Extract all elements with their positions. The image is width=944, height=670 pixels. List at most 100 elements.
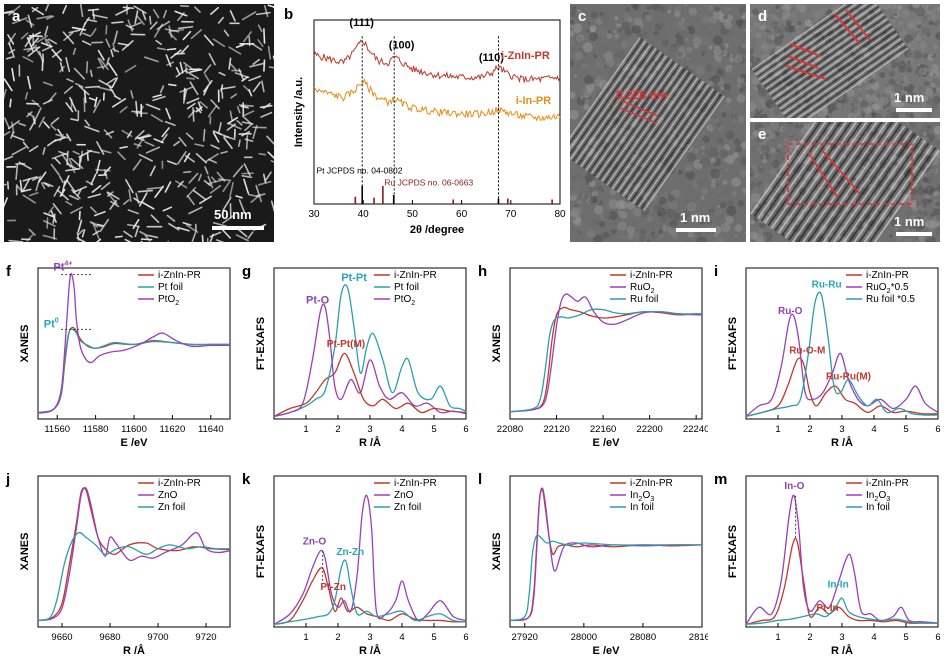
noise-dot (704, 177, 709, 182)
noise-dot (932, 96, 940, 104)
panel-a-micrograph: a 50 nm (4, 4, 274, 242)
nanorod (213, 133, 218, 142)
noise-dot (678, 170, 683, 175)
nanorod (116, 236, 122, 237)
nanorod (169, 84, 176, 85)
x-tick-label: 40 (358, 209, 370, 220)
annotation: In-O (784, 481, 804, 492)
noise-dot (888, 84, 894, 90)
noise-dot (584, 75, 594, 85)
panel-e-hrtem: e 1 nm (750, 122, 940, 242)
scale-label-d: 1 nm (894, 90, 924, 105)
noise-dot (922, 132, 927, 137)
noise-dot (895, 112, 898, 115)
nanorod (258, 40, 263, 46)
noise-dot (651, 209, 653, 211)
nanorod (79, 212, 80, 220)
noise-dot (722, 91, 725, 94)
noise-dot (770, 21, 778, 29)
annotation: Ru-O-M (789, 345, 825, 356)
noise-dot (766, 137, 769, 140)
legend-label: i-ZnIn-PR (394, 478, 437, 489)
nanorod (115, 96, 120, 99)
legend-label: i-ZnIn-PR (158, 270, 201, 281)
noise-dot (907, 68, 912, 73)
legend-label: Ru foil *0.5 (866, 294, 915, 305)
noise-dot (778, 151, 786, 159)
nanorod (131, 91, 133, 98)
noise-dot (616, 50, 626, 60)
nanorod (128, 225, 139, 227)
annotation: Ru-Ru(M) (826, 372, 871, 383)
nanorod (4, 90, 6, 100)
xanes-in-chart: 27920280002808028160E /eVXANESi-ZnIn-PRI… (472, 460, 708, 665)
nanorod (167, 216, 174, 222)
noise-dot (689, 7, 697, 15)
nanorod (253, 60, 259, 64)
noise-dot (594, 205, 603, 214)
noise-dot (871, 112, 876, 117)
noise-dot (901, 9, 910, 18)
noise-dot (600, 13, 610, 23)
noise-dot (681, 18, 685, 22)
noise-dot (798, 21, 802, 25)
nanorod (136, 193, 139, 203)
noise-dot (935, 140, 940, 146)
noise-dot (642, 237, 644, 239)
noise-dot (611, 36, 619, 44)
noise-dot (632, 25, 641, 34)
nanorod (156, 41, 161, 45)
noise-dot (918, 37, 920, 39)
nanorod (230, 64, 236, 70)
noise-dot (827, 104, 835, 112)
noise-dot (664, 192, 666, 194)
noise-dot (898, 20, 903, 25)
nanorod (113, 99, 126, 107)
noise-dot (659, 209, 661, 211)
noise-dot (668, 195, 675, 202)
nanorod (204, 129, 205, 140)
noise-dot (709, 46, 713, 50)
plot-frame (38, 476, 230, 627)
nanorod (62, 181, 65, 195)
x-tick-label: 11640 (198, 424, 224, 435)
panel-d-hrtem: d 1 nm (750, 4, 940, 118)
nanorod (213, 39, 224, 46)
noise-dot (592, 218, 599, 225)
noise-dot (624, 20, 627, 23)
nanorod (267, 136, 274, 146)
nanorod (118, 43, 128, 45)
noise-dot (626, 26, 629, 29)
noise-dot (762, 41, 767, 46)
x-tick-label: 5 (903, 424, 908, 435)
x-tick-label: 4 (399, 424, 404, 435)
nanorod (23, 57, 32, 62)
noise-dot (916, 71, 918, 73)
series-line (274, 285, 466, 417)
nanorod (217, 240, 227, 242)
nanorod (69, 30, 79, 32)
noise-dot (750, 96, 752, 98)
nanorod (83, 41, 91, 45)
noise-dot (603, 232, 609, 238)
noise-dot (931, 14, 939, 22)
noise-dot (599, 221, 605, 227)
series-line (746, 495, 938, 624)
noise-dot (668, 10, 672, 14)
nanorod (133, 160, 140, 170)
noise-dot (923, 53, 929, 59)
nanorod (195, 7, 200, 12)
noise-dot (899, 28, 907, 36)
nanorod (179, 138, 186, 146)
nanorod (205, 35, 214, 45)
annotation: Pt-Zn (320, 582, 346, 593)
noise-dot (605, 58, 614, 67)
nanorod (85, 126, 99, 131)
nanorod (261, 113, 271, 117)
noise-dot (775, 9, 778, 12)
noise-dot (870, 79, 876, 85)
nanorod (238, 107, 240, 113)
noise-dot (724, 21, 732, 29)
noise-dot (685, 165, 692, 172)
